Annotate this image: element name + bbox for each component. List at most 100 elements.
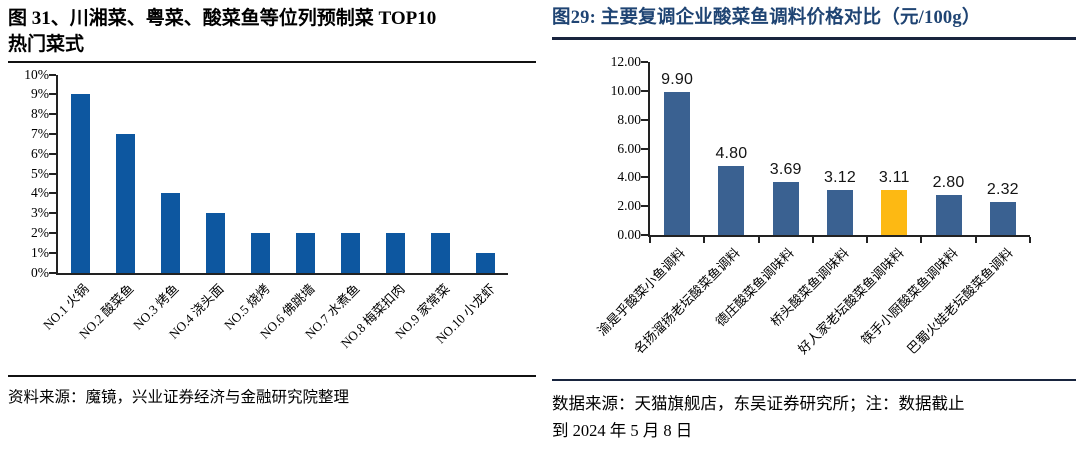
figure-29-source-rule	[552, 379, 1076, 382]
figure-31-source-rule	[8, 374, 536, 377]
bar-value-label: 4.80	[715, 144, 748, 162]
figure-29-source-note: 数据来源：天猫旗舰店，东吴证券研究所；注：数据截止 到 2024 年 5 月 8…	[552, 391, 1076, 444]
bar-slot	[373, 75, 418, 273]
x-axis-tick	[866, 237, 869, 244]
figure-31-bar-chart: 0% 1% 2% 3% 4% 5% 6% 7% 8% 9% 10% NO.1 火锅 NO.2 酸菜鱼 N…	[8, 67, 536, 371]
y-axis-tick-label: 10%	[24, 66, 49, 82]
bar-slot	[328, 75, 373, 273]
y-axis-tick-label: 10.00	[610, 82, 641, 98]
x-axis-tick	[811, 237, 814, 244]
y-axis-tick	[641, 61, 648, 64]
y-axis-tick-label: 4.00	[617, 169, 641, 185]
y-axis-tick	[49, 133, 56, 136]
figure-29-title-rule	[552, 37, 1076, 41]
y-axis-tick-label: 4%	[31, 185, 49, 201]
bar	[826, 190, 853, 236]
y-axis-tick-label: 1%	[31, 244, 49, 260]
figure-29-source-line2: 到 2024 年 5 月 8 日	[552, 420, 693, 440]
y-axis-tick	[641, 147, 648, 150]
bar	[772, 181, 799, 236]
y-axis-tick-label: 5%	[31, 165, 49, 181]
bar-slot: 3.12	[813, 62, 867, 236]
x-slot: 巴蜀火娃老坛酸菜鱼调料	[904, 237, 1030, 371]
y-axis-tick	[49, 192, 56, 195]
bar-slot: 4.80	[704, 62, 758, 236]
bar-slot	[418, 75, 463, 273]
bar	[116, 134, 135, 273]
y-axis-tick-label: 3%	[31, 205, 49, 221]
bar	[664, 92, 691, 236]
bar	[386, 233, 405, 273]
y-axis-tick	[49, 73, 56, 76]
y-axis-tick	[641, 118, 648, 121]
y-axis-tick-label: 6%	[31, 145, 49, 161]
figure-31-title: 图 31、川湘菜、粤菜、酸菜鱼等位列预制菜 TOP10 热门菜式	[8, 6, 536, 58]
figure-29-source-line1: 数据来源：天猫旗舰店，东吴证券研究所；注：数据截止	[552, 394, 965, 414]
x-axis-tick	[703, 237, 706, 244]
bar	[431, 233, 450, 273]
figure-31-plot-area: 0% 1% 2% 3% 4% 5% 6% 7% 8% 9% 10%	[24, 67, 508, 280]
bar-slot: 3.69	[759, 62, 813, 236]
y-axis-tick-label: 7%	[31, 126, 49, 142]
y-axis-tick	[641, 89, 648, 92]
figure-31-x-axis-labels: NO.1 火锅 NO.2 酸菜鱼 NO.3 烤鱼 NO.4 浇头面 NO.5 烧烤 NO.…	[40, 275, 508, 371]
y-axis-tick	[49, 212, 56, 215]
bar-slot	[148, 75, 193, 273]
bar	[718, 165, 745, 236]
x-axis-tick	[649, 237, 651, 244]
x-slot: NO.10 小龙虾	[433, 275, 508, 371]
bar	[206, 213, 225, 273]
figure-29-bar-chart: 9.90 4.80 3.69 3.12 3.11 2.80 2.32 0.00 2.00 4.0…	[552, 54, 1076, 371]
bar	[251, 233, 270, 273]
bar-value-label: 3.12	[824, 169, 856, 187]
y-axis-tick-label: 0%	[31, 264, 49, 280]
y-axis-tick-label: 2.00	[617, 198, 641, 214]
bar-value-label: 3.69	[769, 160, 802, 178]
bar-value-label: 9.90	[661, 71, 694, 89]
bar-slot	[103, 75, 148, 273]
x-axis-tick	[920, 237, 923, 244]
figure-29-bars: 9.90 4.80 3.69 3.12 3.11 2.80 2.32	[650, 62, 1030, 236]
y-axis-tick-label: 6.00	[617, 140, 641, 156]
figure-29-title: 图29: 主要复调企业酸菜鱼调料价格对比（元/100g）	[552, 8, 981, 28]
bar-slot: 9.90	[650, 62, 704, 236]
bar	[296, 233, 315, 273]
bar	[341, 233, 360, 273]
bar-value-label: 2.32	[986, 180, 1019, 198]
bar-slot	[283, 75, 328, 273]
y-axis-tick-label: 0.00	[617, 227, 641, 243]
bar	[71, 94, 90, 273]
y-axis-tick	[641, 205, 648, 208]
bar	[881, 190, 908, 236]
bar-slot: 2.80	[921, 62, 975, 236]
bar-slot	[193, 75, 238, 273]
bar-slot: 2.32	[976, 62, 1030, 236]
y-axis-tick-label: 8%	[31, 106, 49, 122]
y-axis-tick-label: 9%	[31, 86, 49, 102]
figure-31-title-line1: 图 31、川湘菜、粤菜、酸菜鱼等位列预制菜 TOP10	[8, 8, 437, 29]
y-axis-tick	[49, 172, 56, 175]
bar-slot	[238, 75, 283, 273]
y-axis-tick-label: 8.00	[617, 111, 641, 127]
bar-slot	[463, 75, 508, 273]
y-axis-tick-label: 2%	[31, 225, 49, 241]
y-axis-tick	[641, 234, 648, 237]
figure-29-x-axis-labels: 渝是乎酸菜小鱼调料 名扬溜扬老坛酸菜鱼调料 德庄酸菜鱼调味料 桥头酸菜鱼调味料 好人家老…	[595, 237, 1030, 371]
y-axis-tick	[49, 251, 56, 254]
x-axis-tick	[974, 237, 977, 244]
bar-value-label: 3.11	[878, 169, 910, 187]
bar	[935, 194, 962, 236]
figure-31-source-note: 资料来源：魔镜，兴业证券经济与金融研究院整理	[8, 388, 350, 406]
bar-slot	[58, 75, 103, 273]
bar-value-label: 2.80	[932, 173, 965, 191]
x-axis-tick	[1029, 237, 1031, 244]
y-axis-tick	[49, 152, 56, 155]
bar-slot: 3.11	[867, 62, 921, 236]
y-axis-tick	[49, 93, 56, 96]
y-axis-tick-label: 12.00	[610, 54, 641, 70]
y-axis-tick	[641, 176, 648, 179]
y-axis-tick	[49, 271, 56, 274]
figure-31-panel: 图 31、川湘菜、粤菜、酸菜鱼等位列预制菜 TOP10 热门菜式 0% 1% 2% 3…	[8, 6, 536, 407]
figure-31-title-rule	[8, 60, 536, 63]
